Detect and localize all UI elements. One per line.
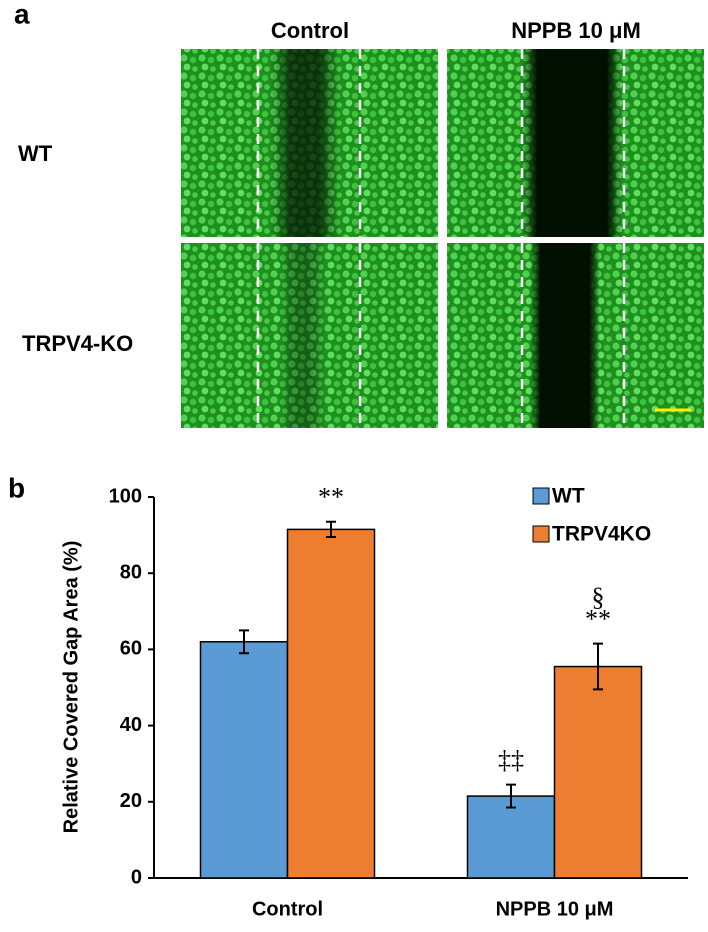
legend-label: TRPV4KO — [552, 523, 651, 546]
micrograph — [181, 49, 438, 237]
row-label: WT — [18, 141, 53, 166]
bar — [286, 528, 376, 879]
legend-label: WT — [552, 485, 585, 508]
bar — [466, 795, 556, 879]
column-label: Control — [271, 18, 349, 43]
column-label: NPPB 10 μM — [511, 18, 641, 43]
x-tick-label: Control — [252, 898, 323, 920]
annotation: ** — [318, 483, 344, 512]
panel-label: b — [8, 472, 25, 503]
x-tick-label: NPPB 10 μM — [496, 898, 614, 920]
y-tick-label: 20 — [120, 790, 142, 812]
panel-a: a Control NPPB 10 μM WT TRPV4-KO — [14, 0, 704, 428]
annotation: ** — [585, 605, 611, 634]
error-bar — [239, 629, 249, 655]
legend-swatch — [532, 525, 550, 543]
annotation: ‡‡ — [498, 746, 524, 775]
error-bar — [506, 783, 516, 809]
panel-label: a — [14, 0, 30, 29]
micrograph — [181, 243, 438, 428]
y-tick-label: 40 — [120, 714, 142, 736]
error-bar — [593, 642, 603, 691]
y-axis-label: Relative Covered Gap Area (%) — [60, 541, 82, 834]
y-tick-label: 80 — [120, 561, 142, 583]
row-label: TRPV4-KO — [22, 331, 133, 356]
bar — [199, 641, 289, 879]
micrograph — [447, 49, 704, 237]
y-tick-label: 60 — [120, 638, 142, 660]
y-tick-label: 0 — [131, 866, 142, 888]
legend-swatch — [532, 487, 550, 505]
annotation: § — [592, 583, 605, 612]
y-tick-label: 100 — [109, 485, 142, 507]
bar — [553, 665, 643, 879]
error-bar — [326, 520, 336, 539]
micrograph — [447, 243, 704, 428]
